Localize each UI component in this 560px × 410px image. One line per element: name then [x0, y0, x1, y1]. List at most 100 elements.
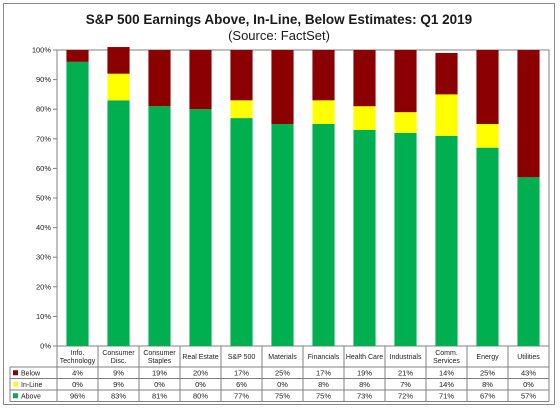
bar-above-info-technology — [66, 61, 89, 347]
table-cell-below: 19% — [357, 368, 372, 377]
table-cell-above: 67% — [480, 391, 495, 400]
bar-below-financials — [312, 50, 335, 101]
table-cell-below: 25% — [480, 368, 495, 377]
bar-in-line-financials — [312, 100, 335, 124]
bar-above-materials — [271, 124, 294, 346]
y-tick-label: 10% — [36, 312, 51, 321]
bar-below-real-estate — [189, 50, 212, 110]
x-category-label: Disc. — [111, 358, 127, 365]
x-category-label: Consumer — [102, 350, 135, 357]
bar-below-s-p-500 — [230, 50, 253, 101]
bar-below-comm-services — [435, 52, 458, 95]
table-cell-below: 4% — [72, 368, 83, 377]
table-cell-in-line: 7% — [400, 380, 411, 389]
bar-above-comm-services — [435, 135, 458, 346]
table-cell-in-line: 9% — [113, 380, 124, 389]
bar-below-materials — [271, 50, 294, 124]
y-tick-label: 0% — [40, 342, 51, 351]
bar-above-consumer-staples — [148, 106, 171, 347]
table-cell-below: 17% — [316, 368, 331, 377]
x-category-label: Services — [433, 358, 460, 365]
bar-above-financials — [312, 124, 335, 346]
table-cell-below: 20% — [193, 368, 208, 377]
table-cell-in-line: 8% — [482, 380, 493, 389]
bar-below-utilities — [517, 50, 540, 178]
bar-area — [66, 47, 540, 347]
bar-above-health-care — [353, 129, 376, 346]
legend-label-above: Above — [21, 393, 41, 400]
x-category-label: Energy — [476, 354, 499, 361]
legend-key-above — [13, 393, 18, 399]
y-tick-label: 60% — [36, 164, 51, 173]
x-category-label: Technology — [60, 358, 96, 365]
table-cell-in-line: 0% — [154, 380, 165, 389]
table-cell-above: 73% — [357, 391, 372, 400]
bar-below-info-technology — [66, 50, 89, 62]
y-tick-label: 40% — [36, 223, 51, 232]
table-cell-in-line: 0% — [277, 380, 288, 389]
x-category-label: Industrials — [390, 354, 422, 361]
table-cell-in-line: 14% — [439, 380, 454, 389]
bar-in-line-consumer-disc — [107, 73, 130, 101]
table-cell-in-line: 0% — [72, 380, 83, 389]
bar-above-industrials — [394, 132, 417, 346]
table-cell-above: 81% — [152, 391, 167, 400]
table-cell-below: 19% — [152, 368, 167, 377]
data-table: Info.TechnologyConsumerDisc.ConsumerStap… — [9, 346, 550, 402]
table-cell-above: 83% — [111, 391, 126, 400]
chart-frame: S&P 500 Earnings Above, In-Line, Below E… — [3, 3, 555, 405]
table-cell-in-line: 0% — [523, 380, 534, 389]
plot-border — [56, 49, 550, 347]
bar-above-energy — [476, 147, 499, 346]
y-tick-label: 20% — [36, 282, 51, 291]
x-category-label: Comm. — [435, 350, 458, 357]
table-cell-above: 72% — [398, 391, 413, 400]
x-category-label: Utilities — [517, 354, 540, 361]
bar-above-consumer-disc — [107, 100, 130, 346]
y-tick-label: 70% — [36, 134, 51, 143]
bar-above-utilities — [517, 177, 540, 346]
chart-subtitle: (Source: FactSet) — [228, 28, 330, 43]
y-tick-label: 80% — [36, 105, 51, 114]
y-tick-label: 30% — [36, 253, 51, 262]
table-cell-below: 17% — [234, 368, 249, 377]
bar-above-real-estate — [189, 109, 212, 346]
table-cell-in-line: 0% — [195, 380, 206, 389]
x-category-label: S&P 500 — [228, 354, 256, 361]
bar-in-line-s-p-500 — [230, 100, 253, 119]
y-tick-label: 90% — [36, 75, 51, 84]
table-cell-in-line: 6% — [236, 380, 247, 389]
table-cell-above: 71% — [439, 391, 454, 400]
y-tick-label: 100% — [32, 46, 52, 55]
bar-below-consumer-disc — [107, 47, 130, 74]
table-cell-below: 43% — [521, 368, 536, 377]
legend-label-below: Below — [21, 370, 41, 377]
stacked-bar-chart: S&P 500 Earnings Above, In-Line, Below E… — [9, 12, 550, 402]
table-cell-in-line: 8% — [359, 380, 370, 389]
bar-below-energy — [476, 50, 499, 124]
table-cell-above: 96% — [70, 391, 85, 400]
table-cell-below: 21% — [398, 368, 413, 377]
table-cell-above: 75% — [316, 391, 331, 400]
table-cell-below: 25% — [275, 368, 290, 377]
table-cell-below: 14% — [439, 368, 454, 377]
bar-above-s-p-500 — [230, 118, 253, 346]
chart-title: S&P 500 Earnings Above, In-Line, Below E… — [86, 12, 472, 27]
x-category-label: Staples — [148, 358, 172, 365]
table-cell-in-line: 8% — [318, 380, 329, 389]
table-cell-above: 57% — [521, 391, 536, 400]
x-category-label: Real Estate — [182, 354, 218, 361]
x-category-label: Health Care — [346, 354, 383, 361]
legend-label-in-line: In-Line — [21, 382, 43, 389]
x-category-label: Info. — [71, 350, 85, 357]
bar-below-health-care — [353, 50, 376, 107]
legend-key-in-line — [13, 381, 18, 387]
table-cell-above: 75% — [275, 391, 290, 400]
bar-in-line-industrials — [394, 112, 417, 133]
bar-below-industrials — [394, 50, 417, 113]
x-category-label: Financials — [308, 354, 340, 361]
x-category-label: Materials — [268, 354, 297, 361]
table-cell-above: 80% — [193, 391, 208, 400]
x-category-label: Consumer — [143, 350, 176, 357]
bar-below-consumer-staples — [148, 50, 171, 107]
